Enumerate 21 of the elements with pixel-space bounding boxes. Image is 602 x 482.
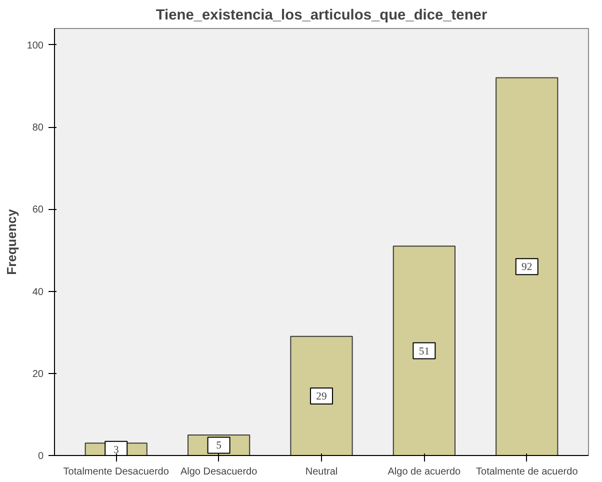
data-label: 5 [216,440,222,452]
bar [496,77,558,456]
y-tick-label: 40 [32,286,44,298]
x-tick-label: Algo de acuerdo [388,466,462,478]
x-tick-label: Totalmente Desacuerdo [63,466,170,478]
data-label: 29 [316,391,327,402]
x-tick-label: Totalmente de acuerdo [476,466,578,478]
x-tick-label: Algo Desacuerdo [180,466,258,478]
bar [290,336,353,456]
y-tick-label: 0 [38,451,44,462]
y-tick-label: 80 [32,122,44,134]
y-tick-label: 20 [32,368,44,380]
chart-title: Tiene_existencia_los_articulos_que_dice_tener [156,8,488,24]
data-label: 51 [418,346,430,358]
y-tick-label: 100 [26,40,44,52]
bar [392,246,456,456]
x-tick-label: Neutral [305,466,338,478]
y-tick-label: 60 [32,204,44,216]
data-label: 92 [522,262,532,274]
y-axis-title: Frequency [4,208,19,275]
data-label: 3 [113,444,119,456]
